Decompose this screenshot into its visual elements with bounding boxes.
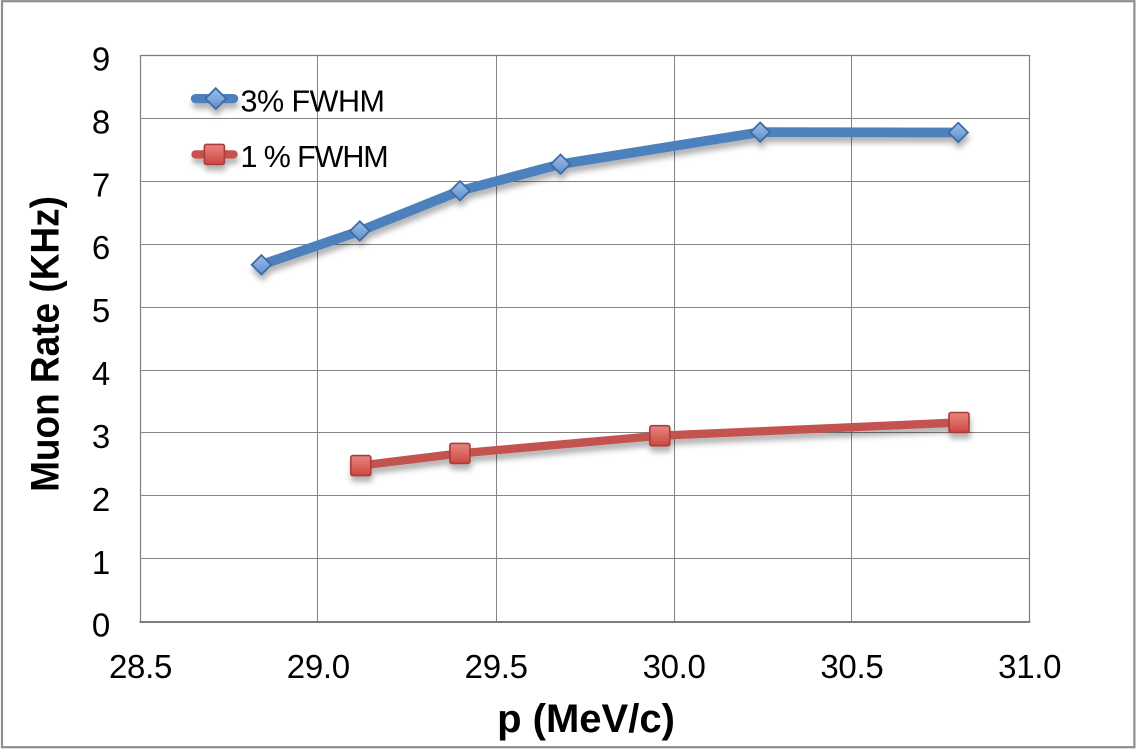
svg-text:5: 5 (92, 292, 110, 329)
svg-text:30.0: 30.0 (643, 648, 706, 685)
svg-text:1 % FWHM: 1 % FWHM (241, 140, 388, 174)
svg-text:p (MeV/c): p (MeV/c) (497, 697, 675, 741)
svg-text:0: 0 (92, 607, 110, 644)
svg-text:30.5: 30.5 (820, 648, 883, 685)
svg-text:8: 8 (92, 103, 110, 140)
svg-text:29.5: 29.5 (465, 648, 528, 685)
svg-text:3% FWHM: 3% FWHM (241, 85, 385, 119)
svg-text:29.0: 29.0 (287, 648, 350, 685)
svg-text:2: 2 (92, 481, 110, 518)
svg-text:28.5: 28.5 (109, 648, 172, 685)
svg-text:9: 9 (92, 41, 110, 78)
svg-text:7: 7 (92, 166, 110, 203)
svg-text:4: 4 (92, 355, 110, 392)
svg-text:Muon Rate (KHz): Muon Rate (KHz) (23, 196, 68, 492)
svg-text:31.0: 31.0 (998, 648, 1061, 685)
svg-text:6: 6 (92, 229, 110, 266)
svg-text:1: 1 (92, 544, 110, 581)
svg-text:3: 3 (92, 418, 110, 455)
